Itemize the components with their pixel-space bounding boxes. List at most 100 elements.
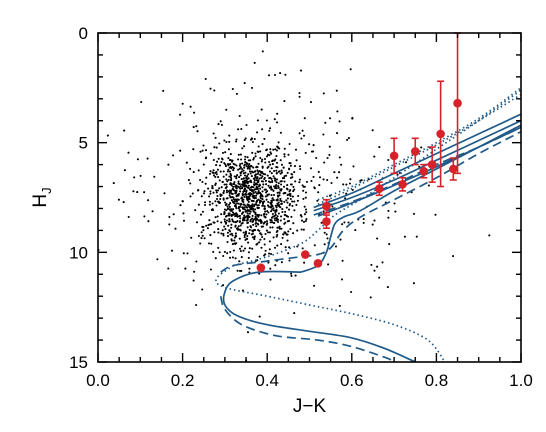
field-star-point <box>256 206 259 209</box>
field-star-point <box>279 199 282 202</box>
field-star-point <box>286 239 289 242</box>
field-star-point <box>415 235 418 238</box>
field-star-point <box>272 193 276 197</box>
field-star-point <box>243 188 247 191</box>
field-star-point <box>219 193 222 196</box>
field-star-point <box>299 69 303 72</box>
field-star-point <box>127 151 130 154</box>
x-tick-label: 1.0 <box>509 371 533 390</box>
field-star-point <box>208 219 211 222</box>
field-star-point <box>132 190 135 193</box>
field-star-point <box>199 213 203 216</box>
field-star-point <box>244 231 247 234</box>
field-star-point <box>242 218 245 221</box>
field-star-point <box>287 153 290 156</box>
field-star-point <box>239 153 242 156</box>
field-star-point <box>253 137 256 141</box>
field-star-point <box>293 165 297 168</box>
field-star-point <box>270 172 273 175</box>
field-star-point <box>263 237 266 241</box>
field-star-point <box>203 237 206 240</box>
field-star-point <box>275 230 278 234</box>
field-star-point <box>291 176 294 179</box>
field-star-point <box>248 215 251 219</box>
field-star-point <box>257 145 260 148</box>
field-star-point <box>253 181 256 184</box>
field-star-point <box>255 222 258 225</box>
field-star-point <box>266 153 270 156</box>
field-star-point <box>251 208 254 211</box>
field-star-point <box>259 187 262 190</box>
field-star-point <box>324 121 327 124</box>
candidate-points <box>256 32 462 272</box>
field-star-point <box>405 161 408 164</box>
field-star-point <box>235 189 238 192</box>
field-star-point <box>260 160 263 163</box>
field-star-point <box>280 243 283 246</box>
field-star-point <box>174 227 177 230</box>
field-star-point <box>214 175 217 178</box>
field-star-point <box>181 200 184 203</box>
field-star-point <box>300 215 303 218</box>
field-star-point <box>247 177 250 180</box>
field-star-point <box>326 237 329 240</box>
field-star-point <box>189 182 192 185</box>
field-star-point <box>254 208 257 211</box>
field-star-point <box>282 233 285 236</box>
field-star-point <box>253 217 256 221</box>
field-star-point <box>225 185 228 188</box>
field-star-point <box>220 186 223 189</box>
y-axis-label-subscript: J <box>39 187 54 194</box>
field-star-point <box>305 180 309 183</box>
field-star-point <box>260 246 263 249</box>
field-star-point <box>234 234 237 237</box>
field-star-point <box>336 110 339 113</box>
field-star-point <box>262 200 265 203</box>
field-star-point <box>300 137 303 140</box>
field-star-point <box>283 100 286 103</box>
field-star-point <box>373 269 376 272</box>
field-star-point <box>275 209 278 212</box>
field-star-point <box>252 191 255 195</box>
field-star-point <box>296 245 299 248</box>
x-tick-label: 0.4 <box>255 371 279 390</box>
field-star-point <box>261 171 264 174</box>
field-star-point <box>250 181 253 184</box>
field-star-point <box>276 112 279 115</box>
field-star-point <box>298 178 301 181</box>
field-star-point <box>240 167 244 171</box>
field-star-point <box>243 174 247 177</box>
field-star-point <box>225 219 229 222</box>
field-star-point <box>270 216 273 219</box>
field-star-point <box>275 178 279 181</box>
field-star-point <box>240 196 243 199</box>
field-star-point <box>280 180 283 183</box>
field-star-point <box>199 150 202 153</box>
field-star-point <box>247 164 250 167</box>
field-star-point <box>253 183 256 186</box>
field-star-point <box>251 214 254 217</box>
field-star-point <box>326 178 329 182</box>
field-star-point <box>215 146 218 149</box>
field-star-point <box>284 231 287 234</box>
field-star-point <box>371 129 374 132</box>
field-star-point <box>371 223 374 226</box>
field-star-point <box>250 233 253 236</box>
field-star-point <box>268 129 271 132</box>
field-star-point <box>201 288 204 291</box>
field-star-point <box>269 226 272 229</box>
field-star-point <box>228 203 231 206</box>
field-star-point <box>275 169 278 172</box>
field-star-point <box>235 92 238 95</box>
field-star-point <box>235 187 238 190</box>
field-star-point <box>370 263 373 266</box>
field-star-point <box>261 158 264 161</box>
field-star-point <box>205 224 208 227</box>
field-star-point <box>156 258 159 261</box>
field-star-point <box>277 182 280 185</box>
field-star-point <box>240 178 243 181</box>
field-star-point <box>214 200 217 203</box>
field-star-point <box>309 167 313 170</box>
field-star-point <box>179 149 182 152</box>
field-star-point <box>294 180 297 183</box>
